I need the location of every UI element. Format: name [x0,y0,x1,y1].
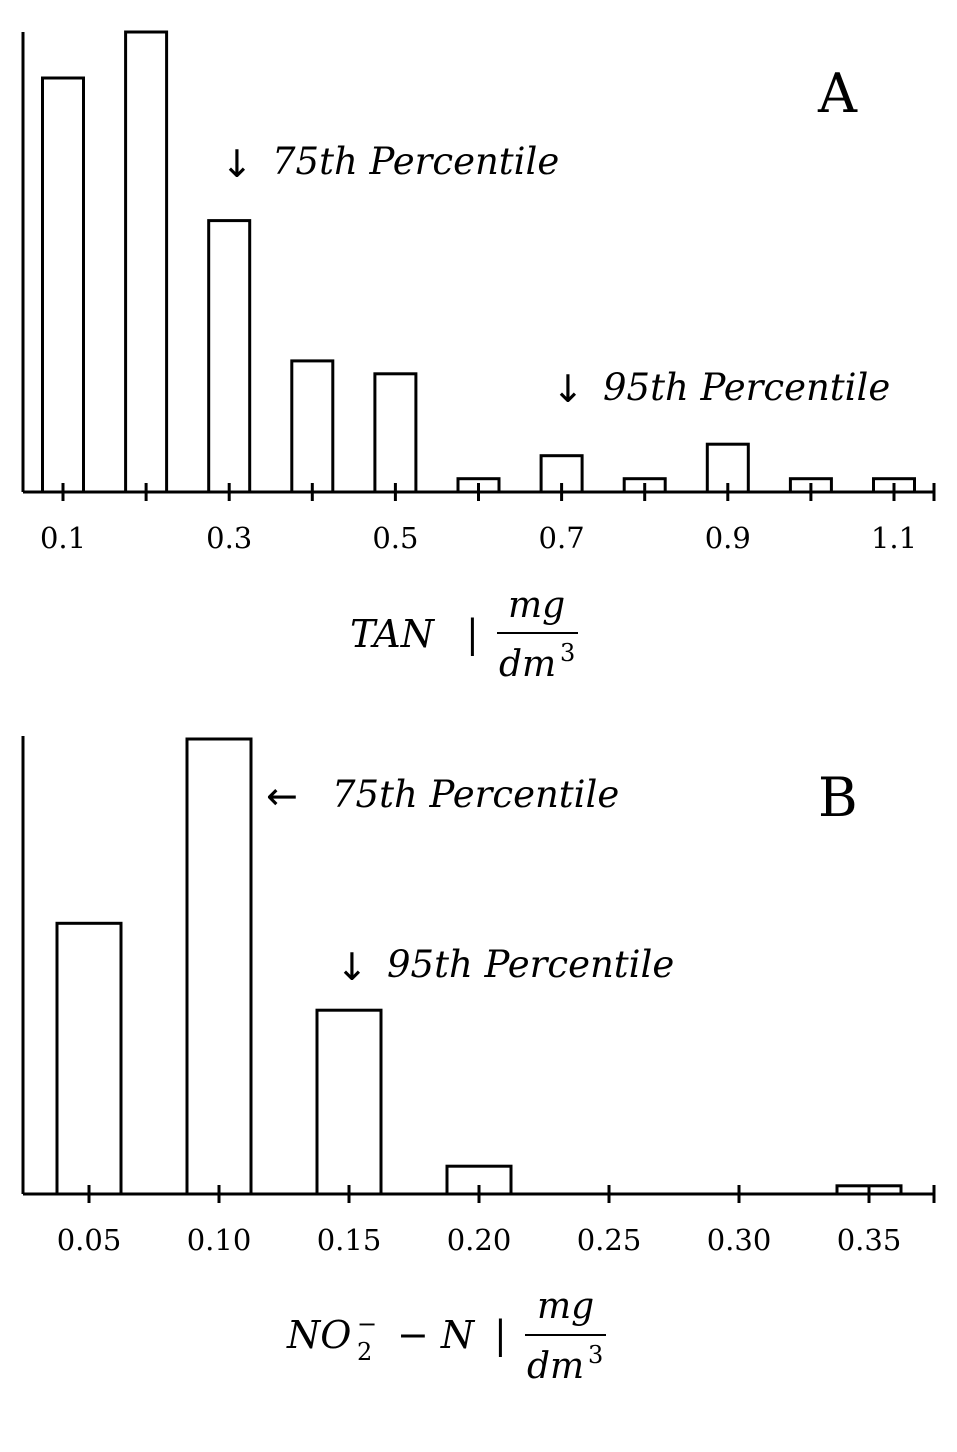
panel-b-75th-arrow: ← [266,774,298,818]
panel-b-95th-arrow: ↓ [336,945,368,989]
panel-a-tick-label: 0.9 [705,521,751,555]
panel-b-xlabel-unit-exponent: 3 [588,1341,603,1369]
panel-a-tick-label: 0.5 [372,521,418,555]
panel-b-75th-label: 75th Percentile [332,773,619,816]
panel-b-xlabel-unit-numerator: mg [537,1286,594,1327]
panel-a-tick-label: 0.7 [539,521,585,555]
panel-b-xlabel-variable: NO [286,1313,351,1357]
panel-a-xlabel-variable: TAN [350,612,436,656]
panel-a-95th-arrow: ↓ [552,367,584,411]
panel-a-bar [124,30,169,494]
panel-a-tick-labels: 0.1 0.3 0.5 0.7 0.9 1.1 [40,521,917,555]
panel-b-xlabel-unit-denominator: dm [527,1346,584,1387]
panel-a-xlabel-unit-numerator: mg [508,585,565,626]
panel-a-bar [207,219,252,494]
panel-b-tick-label: 0.20 [447,1223,512,1257]
panel-b: 0.05 0.10 0.15 0.20 0.25 0.30 0.35 B ← 75th Pe… [21,736,936,1387]
panel-a-tick-label: 1.1 [871,521,917,555]
panel-b-tick-label: 0.15 [317,1223,382,1257]
panel-b-xlabel-subscript: 2 [357,1338,372,1366]
panel-a-xlabel-separator: | [466,612,479,656]
panel-b-xlabel-separator: | [494,1313,507,1357]
panel-b-xlabel-suffix: − N [397,1313,476,1357]
panel-b-tick-label: 0.30 [707,1223,772,1257]
panel-a-bar [41,76,85,494]
panel-a-75th-label: 75th Percentile [272,140,559,183]
panel-a-bar [373,372,418,494]
panel-a: 0.1 0.3 0.5 0.7 0.9 1.1 A ↓ 75th Percentile ↓… [21,30,936,685]
panel-a-tick-label: 0.1 [40,521,86,555]
panel-b-bar [55,921,123,1196]
panel-a-xlabel-unit-denominator: dm [499,644,556,685]
panel-b-tick-label: 0.25 [577,1223,642,1257]
panel-b-ticks [87,1185,936,1203]
panel-a-bars [41,30,916,494]
panel-a-ticks [61,483,936,501]
panel-b-95th-label: 95th Percentile [387,943,674,986]
panel-a-75th-arrow: ↓ [221,142,253,186]
panel-b-x-axis-label: NO − 2 − N | mg dm 3 [286,1286,606,1387]
panel-a-x-axis-label: TAN | mg dm 3 [350,585,578,685]
panel-b-tick-labels: 0.05 0.10 0.15 0.20 0.25 0.30 0.35 [57,1223,902,1257]
panel-a-95th-label: 95th Percentile [603,366,890,409]
panel-b-bar [185,737,253,1196]
panel-b-tick-label: 0.05 [57,1223,122,1257]
panel-a-tick-label: 0.3 [206,521,252,555]
panel-a-xlabel-unit-exponent: 3 [560,639,575,667]
panel-b-tick-label: 0.10 [187,1223,252,1257]
panel-a-letter: A [817,62,858,125]
panel-a-bar [290,359,335,494]
panel-b-xlabel-superscript: − [357,1310,377,1338]
panel-b-bar [315,1008,383,1196]
panel-b-letter: B [818,766,858,829]
panel-b-bars [55,737,903,1196]
panel-b-tick-label: 0.35 [837,1223,902,1257]
